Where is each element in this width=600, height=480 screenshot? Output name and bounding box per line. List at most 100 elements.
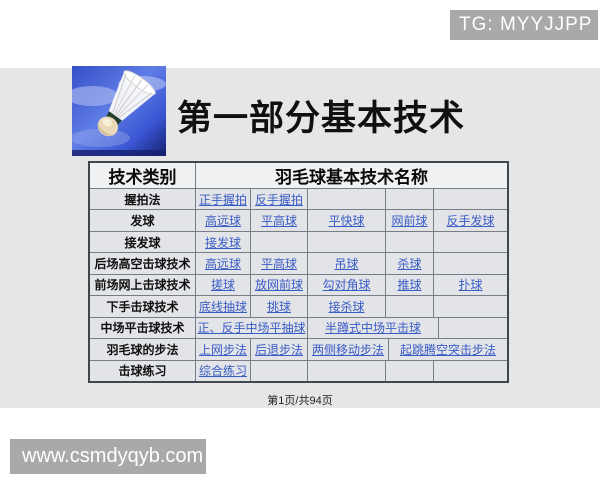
technique-cell: 网前球 — [385, 210, 433, 231]
technique-cell — [307, 360, 385, 381]
technique-cell: 综合练习 — [195, 360, 250, 381]
category-cell: 击球练习 — [90, 360, 195, 381]
technique-cell: 挑球 — [250, 296, 307, 317]
technique-link[interactable]: 高远球 — [204, 257, 241, 272]
technique-cell: 反手发球 — [433, 210, 507, 231]
category-cell: 羽毛球的步法 — [90, 339, 195, 360]
technique-link[interactable]: 平高球 — [260, 214, 297, 229]
category-cell: 下手击球技术 — [90, 296, 195, 317]
technique-link[interactable]: 底线抽球 — [198, 299, 247, 314]
techniques-table: 技术类别 羽毛球基本技术名称 握拍法 正手握拍 反手握拍 发球 高远球 平高球 平快球 网前球… — [88, 161, 509, 383]
technique-cell — [433, 360, 507, 381]
technique-cell — [385, 296, 433, 317]
technique-link[interactable]: 网前球 — [391, 214, 428, 229]
technique-cell: 接发球 — [195, 231, 250, 253]
category-cell: 中场平击球技术 — [90, 317, 195, 339]
technique-cell: 平高球 — [250, 253, 307, 274]
technique-cell: 杀球 — [385, 253, 433, 274]
header-cell-category: 技术类别 — [90, 163, 195, 188]
technique-link[interactable]: 反手发球 — [446, 214, 495, 229]
technique-cell: 正、反手中场平抽球 — [195, 317, 307, 339]
technique-cell: 上网步法 — [195, 339, 250, 360]
technique-cell — [433, 231, 507, 253]
technique-link[interactable]: 高远球 — [204, 214, 241, 229]
technique-cell — [307, 189, 385, 210]
tg-watermark: TG: MYYJJPP — [450, 10, 598, 40]
technique-cell: 平快球 — [307, 210, 385, 231]
table-row: 握拍法 正手握拍 反手握拍 — [90, 188, 507, 210]
site-watermark: www.csmdyqyb.com — [10, 439, 206, 474]
technique-cell: 搓球 — [195, 274, 250, 296]
technique-link[interactable]: 平快球 — [328, 214, 365, 229]
technique-cell — [438, 317, 507, 339]
technique-cell: 半蹲式中场平击球 — [307, 317, 438, 339]
category-cell: 握拍法 — [90, 189, 195, 210]
table-row: 前场网上击球技术 搓球 放网前球 勾对角球 推球 扑球 — [90, 273, 507, 296]
technique-link[interactable]: 杀球 — [397, 257, 422, 272]
technique-cell: 扑球 — [433, 274, 507, 296]
table-row: 击球练习 综合练习 — [90, 359, 507, 381]
table-row: 下手击球技术 底线抽球 挑球 接杀球 — [90, 295, 507, 317]
technique-link[interactable]: 接发球 — [204, 235, 241, 250]
technique-link[interactable]: 挑球 — [266, 299, 291, 314]
technique-cell: 后退步法 — [250, 339, 307, 360]
table-row: 中场平击球技术 正、反手中场平抽球 半蹲式中场平击球 — [90, 316, 507, 339]
technique-cell — [385, 189, 433, 210]
technique-link[interactable]: 后退步法 — [254, 342, 303, 357]
technique-link[interactable]: 放网前球 — [254, 278, 303, 293]
technique-link[interactable]: 反手握拍 — [254, 192, 303, 207]
technique-link[interactable]: 综合练习 — [198, 364, 247, 379]
technique-cell — [385, 360, 433, 381]
technique-link[interactable]: 勾对角球 — [322, 278, 371, 293]
category-cell: 前场网上击球技术 — [90, 274, 195, 296]
technique-cell — [250, 231, 307, 253]
table-row: 羽毛球的步法 上网步法 后退步法 两侧移动步法 起跳腾空突击步法 — [90, 338, 507, 360]
slide-title: 第一部分基本技术 — [177, 99, 466, 138]
technique-cell — [433, 189, 507, 210]
technique-link[interactable]: 正手握拍 — [198, 192, 247, 207]
category-cell: 接发球 — [90, 231, 195, 253]
technique-cell: 放网前球 — [250, 274, 307, 296]
page-indicator: 第1页/共94页 — [267, 395, 333, 407]
technique-cell: 底线抽球 — [195, 296, 250, 317]
shuttlecock-graphic — [72, 66, 166, 156]
technique-cell: 推球 — [385, 274, 433, 296]
table-row: 发球 高远球 平高球 平快球 网前球 反手发球 — [90, 209, 507, 231]
technique-link[interactable]: 半蹲式中场平击球 — [324, 321, 421, 336]
technique-cell: 反手握拍 — [250, 189, 307, 210]
technique-link[interactable]: 两侧移动步法 — [311, 342, 384, 357]
technique-cell: 正手握拍 — [195, 189, 250, 210]
category-cell: 发球 — [90, 210, 195, 231]
technique-link[interactable]: 推球 — [397, 278, 422, 293]
header-cell-techniques: 羽毛球基本技术名称 — [195, 163, 507, 188]
technique-link[interactable]: 接杀球 — [328, 299, 365, 314]
technique-cell — [250, 360, 307, 381]
technique-link[interactable]: 正、反手中场平抽球 — [197, 321, 306, 336]
tg-watermark-text: TG: MYYJJPP — [459, 14, 593, 35]
technique-cell — [307, 231, 385, 253]
technique-link[interactable]: 起跳腾空突击步法 — [399, 342, 496, 357]
technique-link[interactable]: 搓球 — [210, 278, 235, 293]
category-cell: 后场高空击球技术 — [90, 253, 195, 274]
technique-link[interactable]: 上网步法 — [198, 342, 247, 357]
table-row: 接发球 接发球 — [90, 230, 507, 253]
technique-cell: 平高球 — [250, 210, 307, 231]
shuttlecock-image — [72, 66, 166, 156]
site-watermark-text: www.csmdyqyb.com — [22, 445, 204, 467]
technique-cell: 勾对角球 — [307, 274, 385, 296]
technique-cell: 起跳腾空突击步法 — [388, 339, 507, 360]
technique-link[interactable]: 平高球 — [260, 257, 297, 272]
technique-link[interactable]: 吊球 — [334, 257, 359, 272]
technique-cell — [433, 296, 507, 317]
technique-cell: 高远球 — [195, 210, 250, 231]
technique-cell — [433, 253, 507, 274]
table-body: 握拍法 正手握拍 反手握拍 发球 高远球 平高球 平快球 网前球 反手发球 接发球 接发球 后场高空击… — [90, 188, 507, 381]
technique-cell: 吊球 — [307, 253, 385, 274]
table-header-row: 技术类别 羽毛球基本技术名称 — [90, 163, 507, 188]
technique-link[interactable]: 扑球 — [458, 278, 483, 293]
technique-cell: 两侧移动步法 — [307, 339, 388, 360]
technique-cell — [385, 231, 433, 253]
table-row: 后场高空击球技术 高远球 平高球 吊球 杀球 — [90, 252, 507, 274]
technique-cell: 接杀球 — [307, 296, 385, 317]
